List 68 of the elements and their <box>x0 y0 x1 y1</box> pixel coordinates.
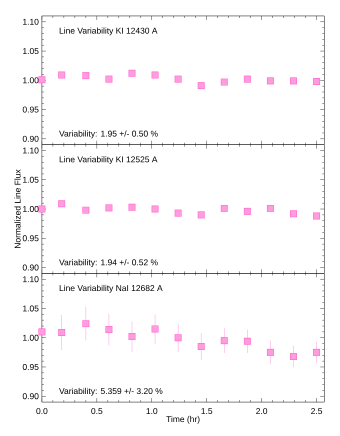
y-tick-label: 1.10 <box>22 18 38 25</box>
x-tick-label: 2.5 <box>311 408 322 414</box>
text: Line Variability KI 12430 A <box>60 27 158 36</box>
annotation: Variability: 1.94 +/- 0.52 % <box>58 259 158 268</box>
point <box>290 210 297 218</box>
y-tick-label: 0.90 <box>22 264 38 271</box>
x-tick-label: 2.0 <box>256 408 268 414</box>
point <box>82 206 90 214</box>
point <box>82 320 90 328</box>
point <box>266 204 274 212</box>
point <box>105 76 112 83</box>
point <box>105 326 112 334</box>
point <box>38 76 46 84</box>
annotation: Variability: 1.95 +/- 0.50 % <box>58 130 158 138</box>
point <box>290 77 297 84</box>
y-tick-label: 1.05 <box>22 305 38 312</box>
point <box>82 72 90 80</box>
point <box>312 348 320 356</box>
point <box>312 78 320 85</box>
y-tick-label: 0.90 <box>22 136 38 142</box>
point <box>198 211 205 218</box>
y-tick-label: 1.05 <box>22 176 38 183</box>
point <box>244 208 251 215</box>
point <box>38 328 46 336</box>
point <box>266 348 274 356</box>
point <box>198 343 205 350</box>
y-tick-label: 0.95 <box>22 364 38 370</box>
point <box>58 328 66 336</box>
point <box>58 200 66 208</box>
point <box>38 206 46 213</box>
point <box>128 204 136 211</box>
y-tick-label: 0.95 <box>22 235 38 242</box>
x-tick-label: 0.0 <box>36 408 48 414</box>
y-tick-label: 1.00 <box>22 206 38 212</box>
point <box>151 72 158 79</box>
point <box>290 352 297 360</box>
point <box>151 325 158 332</box>
point <box>174 210 182 217</box>
x-tick-label: 1.0 <box>146 408 158 414</box>
point <box>128 333 136 340</box>
y-tick-label: 1.05 <box>22 48 38 54</box>
point <box>312 212 320 220</box>
y-axis-title: Normalized Line Flux <box>14 169 20 248</box>
point <box>58 72 66 79</box>
x-axis-title: Time (hr) <box>166 416 200 424</box>
text: Line Variability NaI 12682 A <box>60 284 163 293</box>
point <box>198 82 205 90</box>
point <box>151 206 158 213</box>
text: Line Variability KI 12525 A <box>60 156 158 164</box>
x-tick-label: 1.5 <box>201 408 212 414</box>
point <box>244 76 251 83</box>
x-tick-label: 0.5 <box>91 408 102 414</box>
y-tick-label: 1.00 <box>22 334 38 341</box>
point <box>220 204 228 212</box>
point <box>105 204 112 212</box>
y-tick-label: 1.10 <box>22 148 38 154</box>
point <box>220 337 228 344</box>
point <box>128 70 136 77</box>
point <box>244 338 251 345</box>
point <box>220 78 228 86</box>
annotation: Variability: 5.359 +/- 3.20 % <box>58 388 162 396</box>
y-tick-label: 0.90 <box>22 393 38 400</box>
point <box>266 77 274 84</box>
y-tick-label: 1.00 <box>22 77 38 84</box>
point <box>174 334 182 342</box>
y-tick-label: 1.10 <box>22 276 38 282</box>
point <box>174 76 182 83</box>
y-tick-label: 0.95 <box>22 106 38 113</box>
